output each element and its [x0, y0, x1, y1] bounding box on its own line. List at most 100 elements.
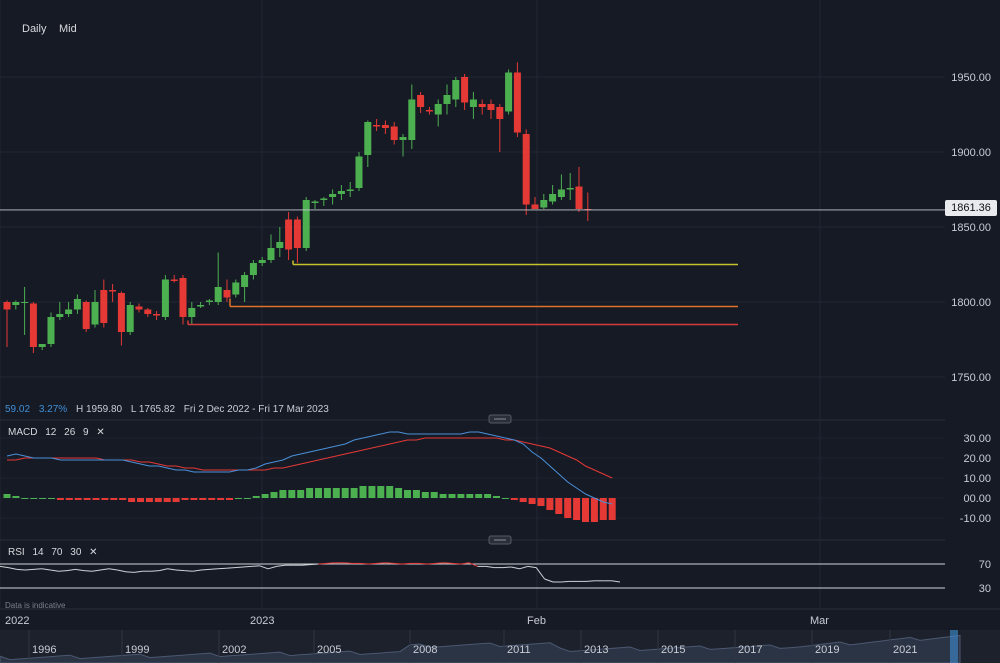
ohlc-readout: 59.02 3.27% H 1959.80 L 1765.82 Fri 2 De…: [5, 404, 335, 415]
candle-body: [144, 309, 152, 314]
candle: [549, 185, 557, 205]
pane-resize-handle-macd[interactable]: [488, 414, 512, 424]
rsi-line-segment: [276, 564, 285, 567]
candle: [496, 104, 504, 152]
candle: [531, 197, 539, 209]
candle: [197, 302, 205, 308]
candle-body: [469, 99, 477, 107]
rsi-line-segment: [393, 562, 403, 565]
candle: [12, 300, 20, 310]
rsi-line-segment: [561, 580, 570, 583]
candle: [205, 299, 213, 305]
candle: [373, 119, 381, 131]
time-tick-label: Mar: [810, 615, 829, 627]
macd-legend: MACD 12 26 9 ✕: [8, 427, 110, 438]
candle: [29, 302, 37, 353]
navigator-year-label: 2008: [413, 644, 437, 656]
rsi-line-segment: [527, 565, 537, 569]
macd-histogram-bar: [39, 498, 47, 499]
price-tick-label: 1750.00: [951, 372, 991, 384]
candle: [47, 312, 55, 347]
candle-body: [408, 99, 416, 140]
candle-body: [205, 300, 213, 302]
macd-histogram-bar: [297, 490, 305, 498]
rsi-panel[interactable]: [0, 562, 945, 589]
rsi-line-segment: [117, 569, 126, 573]
macd-histogram-bar: [315, 488, 322, 498]
candle-body: [522, 134, 530, 205]
candle: [513, 62, 521, 137]
candle-body: [232, 282, 240, 295]
candle: [126, 302, 134, 335]
macd-histogram-bar: [421, 492, 429, 498]
macd-tick-label: -10.00: [960, 513, 991, 525]
navigator-selection[interactable]: [950, 630, 958, 663]
navigator-year-label: 2005: [317, 644, 341, 656]
candle: [276, 227, 284, 257]
candle: [170, 275, 178, 283]
macd-histogram-bar: [181, 498, 189, 500]
rsi-line-segment: [535, 567, 546, 580]
macd-line: [6, 431, 613, 505]
candle: [258, 257, 266, 266]
macd-panel[interactable]: [3, 431, 616, 522]
macd-histogram-bar: [412, 490, 420, 498]
macd-histogram-bar: [501, 498, 509, 499]
rsi-line-segment: [586, 580, 595, 582]
rsi-line-segment: [611, 580, 621, 583]
rsi-title: RSI: [8, 547, 25, 558]
macd-histogram-bar: [573, 498, 581, 520]
change-percent: 3.27%: [38, 404, 68, 415]
candle-body: [557, 189, 565, 197]
candle: [355, 152, 363, 191]
macd-histogram-bar: [555, 498, 563, 514]
macd-histogram-bar: [350, 488, 358, 498]
macd-close-icon[interactable]: ✕: [96, 427, 105, 438]
candle-body: [566, 188, 574, 190]
candle: [381, 120, 389, 134]
macd-histogram-bar: [65, 498, 73, 500]
macd-histogram-bar: [119, 498, 127, 500]
time-navigator[interactable]: 1996 1999 2002 2005 2008 2011 2013 2015 2017 2019…: [0, 630, 1000, 663]
candle-body: [505, 72, 513, 112]
candle-body: [188, 308, 196, 317]
rsi-line-segment: [427, 562, 436, 565]
rsi-close-icon[interactable]: ✕: [89, 547, 98, 558]
candle: [399, 134, 407, 157]
candle: [293, 216, 301, 263]
pane-resize-handle-rsi[interactable]: [488, 535, 512, 545]
navigator-year-label: 2013: [584, 644, 608, 656]
rsi-line-segment: [16, 568, 26, 571]
candle-body: [452, 80, 460, 100]
candle-body: [549, 194, 557, 202]
candle: [566, 173, 574, 200]
mid-button[interactable]: Mid: [59, 23, 77, 35]
navigator-year-label: 2011: [507, 644, 531, 656]
rsi-line-segment: [108, 568, 118, 571]
macd-histogram-bar: [21, 498, 29, 499]
price-panel[interactable]: [0, 62, 945, 353]
rsi-line-segment: [209, 568, 218, 570]
macd-histogram-bar: [430, 492, 438, 498]
candle-body: [179, 278, 187, 317]
macd-histogram-bar: [217, 498, 225, 500]
candle: [434, 99, 442, 127]
candle-body: [320, 198, 328, 200]
low-value: L 1765.82: [130, 404, 176, 415]
change-value: 59.02: [5, 404, 31, 415]
navigator-year-label: 2015: [661, 644, 685, 656]
candle-body: [117, 293, 125, 332]
candle-body: [487, 104, 495, 110]
macd-tick-label: 00.00: [963, 493, 991, 505]
rsi-line-segment: [460, 562, 470, 565]
candle-body: [461, 77, 469, 103]
macd-param-fast: 12: [45, 427, 57, 438]
rsi-line-segment: [385, 562, 394, 564]
macd-histogram-bar: [537, 498, 545, 506]
last-price-tag: 1861.36: [945, 200, 997, 216]
daily-button[interactable]: Daily: [22, 23, 47, 35]
candle: [452, 77, 460, 107]
rsi-param-period: 14: [32, 547, 44, 558]
candle-body: [443, 95, 451, 104]
